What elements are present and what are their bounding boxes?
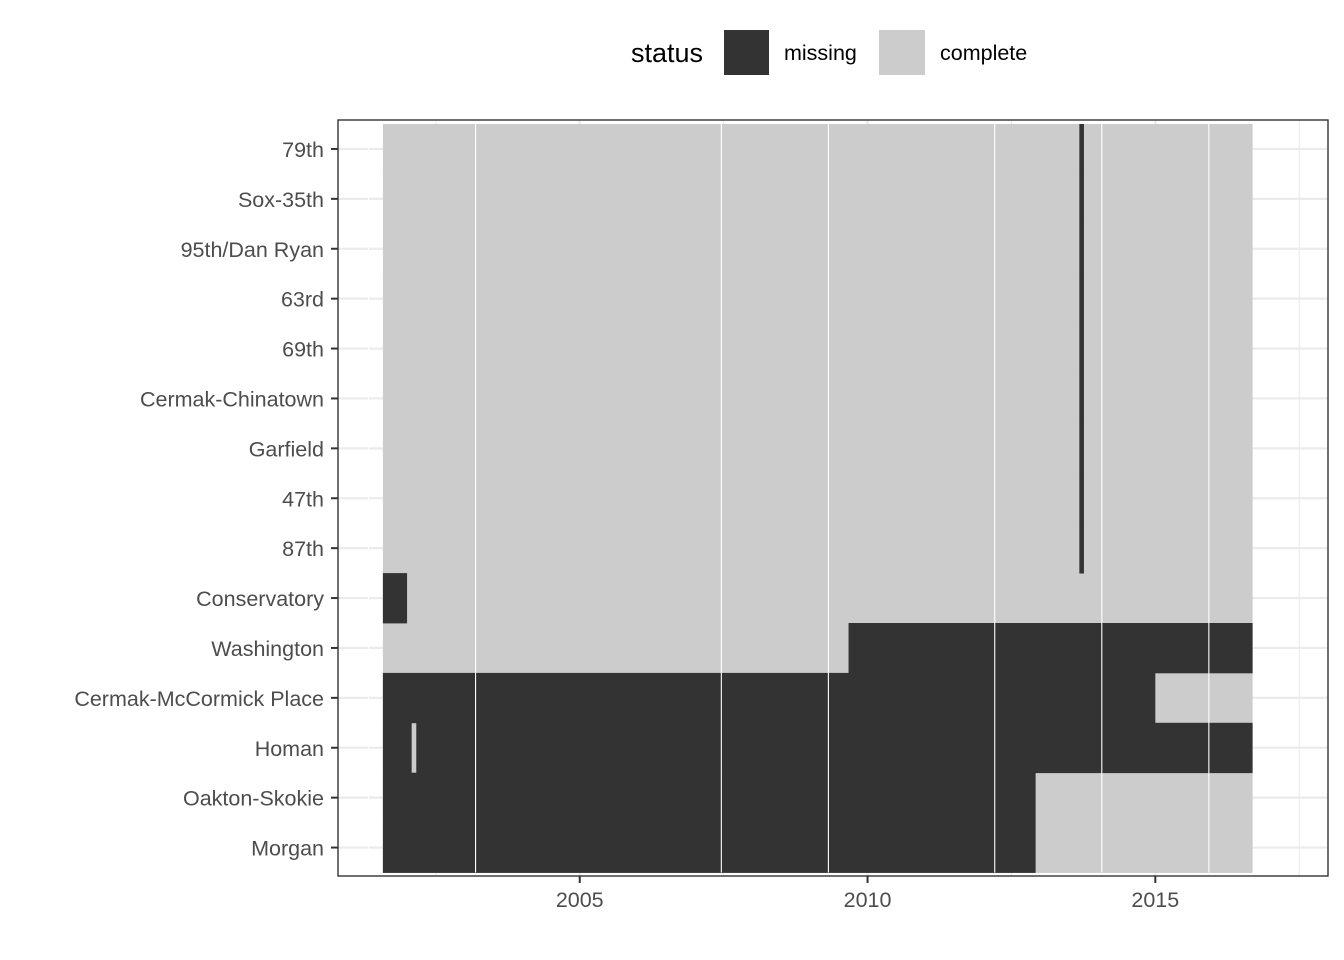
y-tick-label: Washington xyxy=(211,637,324,661)
tile-complete xyxy=(382,323,1253,374)
x-tick-label: 2010 xyxy=(844,888,892,912)
x-axis: 2005 2010 2015 xyxy=(556,876,1179,912)
tile-missing xyxy=(1079,223,1084,275)
tile-missing xyxy=(1079,423,1084,474)
y-tick-label: Conservatory xyxy=(196,587,324,611)
tile-complete xyxy=(382,223,1253,275)
legend: status missing complete xyxy=(631,30,1027,75)
tile-missing xyxy=(1079,523,1084,574)
tile-complete xyxy=(382,124,1253,175)
tile-missing xyxy=(382,672,1156,724)
legend-key-complete xyxy=(879,30,925,75)
tile-complete xyxy=(382,373,1253,424)
tile-missing xyxy=(416,722,1253,774)
legend-key-missing xyxy=(724,30,769,75)
tile-missing xyxy=(1079,373,1084,424)
tile-missing xyxy=(848,623,1253,674)
legend-label-missing: missing xyxy=(784,41,857,65)
tile-complete xyxy=(382,573,1253,624)
y-tick-label: Cermak-McCormick Place xyxy=(74,687,324,711)
tile-missing xyxy=(1079,323,1084,374)
y-tick-label: Oakton-Skokie xyxy=(183,787,324,811)
tile-missing xyxy=(1079,273,1084,324)
tile-complete xyxy=(382,473,1253,524)
y-tick-label: 87th xyxy=(282,537,324,561)
y-tick-label: 63rd xyxy=(281,288,324,312)
grid-lines-overlay xyxy=(367,124,1210,873)
y-tick-label: Homan xyxy=(255,737,324,761)
legend-title: status xyxy=(631,38,703,68)
y-tick-label: Morgan xyxy=(251,837,324,861)
tile-missing xyxy=(382,573,408,624)
y-tick-label: 47th xyxy=(282,487,324,511)
y-tick-label: 69th xyxy=(282,338,324,362)
tile-missing xyxy=(1079,124,1084,175)
tile-missing xyxy=(382,772,1036,823)
tile-complete xyxy=(382,423,1253,474)
heatmap-tiles xyxy=(382,124,1253,873)
y-axis: 79th Sox-35th 95th/Dan Ryan 63rd 69th Cermak-… xyxy=(74,138,338,861)
tile-complete xyxy=(382,273,1253,324)
tile-missing xyxy=(382,822,1036,873)
legend-label-complete: complete xyxy=(940,41,1027,65)
tile-complete xyxy=(382,173,1253,225)
y-tick-label: 95th/Dan Ryan xyxy=(181,238,324,262)
tile-missing xyxy=(1079,473,1084,524)
tile-complete xyxy=(382,523,1253,574)
tile-missing xyxy=(382,722,412,774)
x-tick-label: 2005 xyxy=(556,888,604,912)
tile-missing xyxy=(1079,173,1084,225)
y-tick-label: Garfield xyxy=(249,437,324,461)
x-tick-label: 2015 xyxy=(1131,888,1179,912)
y-tick-label: 79th xyxy=(282,138,324,162)
plot-panel xyxy=(337,119,1329,877)
y-tick-label: Cermak-Chinatown xyxy=(140,387,324,411)
y-tick-label: Sox-35th xyxy=(238,188,324,212)
